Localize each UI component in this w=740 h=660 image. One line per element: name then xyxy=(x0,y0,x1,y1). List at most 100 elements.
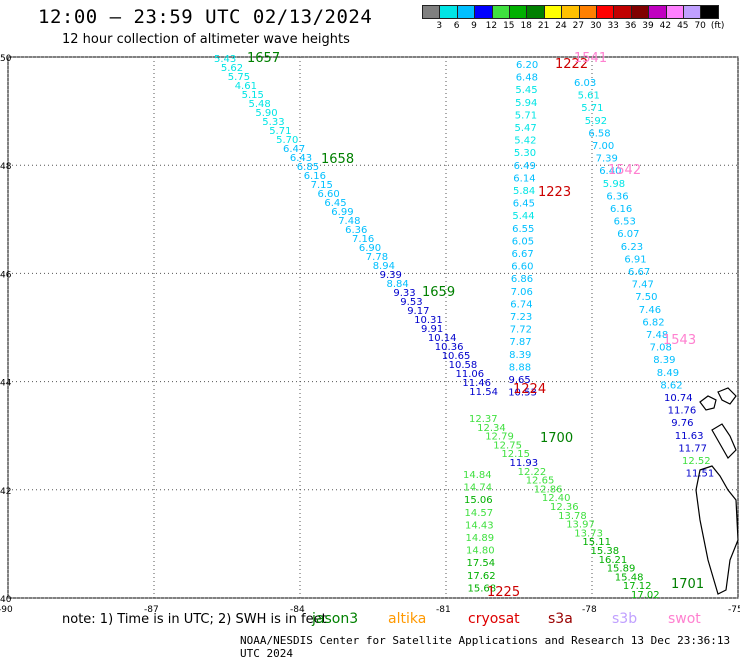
wave-height-label: 12.86 xyxy=(534,484,563,495)
wave-height-label: 13.97 xyxy=(566,520,595,531)
wave-height-label: 6.55 xyxy=(512,224,534,235)
wave-height-label: 5.84 xyxy=(513,186,535,197)
legend-altika: altika xyxy=(388,611,427,627)
wave-height-label: 6.53 xyxy=(614,217,636,228)
wave-height-label: 10.65 xyxy=(442,351,471,362)
wave-height-label: 15.06 xyxy=(464,495,493,506)
wave-height-label: 5.61 xyxy=(578,91,600,102)
wave-height-label: 7.78 xyxy=(366,252,388,263)
lat-tick-label: 40 xyxy=(0,595,12,605)
colorbar-label: 9 xyxy=(471,21,477,31)
credit-line: NOAA/NESDIS Center for Satellite Applica… xyxy=(240,634,731,660)
wave-height-label: 15.68 xyxy=(468,583,497,594)
wave-height-label: 6.90 xyxy=(359,243,381,254)
wave-height-label: 6.58 xyxy=(588,128,610,139)
wave-height-label: 5.48 xyxy=(249,99,271,110)
wave-height-label: 5.43 xyxy=(214,54,236,65)
wave-height-label: 11.63 xyxy=(675,431,704,442)
colorbar-label: 6 xyxy=(453,21,460,31)
colorbar-label: 33 xyxy=(607,21,619,31)
wave-height-label: 14.74 xyxy=(464,483,493,494)
wave-height-label: 8.49 xyxy=(657,368,679,379)
wave-height-label: 12.52 xyxy=(682,456,711,467)
track-time-label: 1700 xyxy=(540,431,573,446)
wave-height-label: 14.57 xyxy=(465,508,494,519)
wave-height-label: 10.74 xyxy=(664,393,693,404)
colorbar-label: 36 xyxy=(624,21,637,31)
wave-height-label: 12.40 xyxy=(542,493,571,504)
legend-jason3: jason3 xyxy=(312,611,359,627)
page-subtitle: 12 hour collection of altimeter wave hei… xyxy=(62,32,350,47)
wave-height-label: 12.37 xyxy=(469,414,498,425)
colorbar-swatch xyxy=(700,5,719,19)
wave-height-label: 8.94 xyxy=(373,261,395,272)
colorbar-label: 70 xyxy=(694,21,706,31)
wave-height-label: 6.16 xyxy=(304,171,326,182)
wave-height-label: 5.94 xyxy=(515,98,537,109)
track-time-label: 1223 xyxy=(538,185,571,200)
colorbar-label: 42 xyxy=(659,21,672,31)
colorbar-label: 3 xyxy=(436,21,443,31)
wave-height-label: 11.76 xyxy=(668,406,697,417)
wave-height-label: 9.76 xyxy=(671,418,693,429)
colorbar-label: 21 xyxy=(537,21,550,31)
wave-height-label: 8.88 xyxy=(509,362,531,373)
wave-height-label: 7.50 xyxy=(635,292,657,303)
wave-height-label: 6.74 xyxy=(510,299,532,310)
wave-height-label: 5.47 xyxy=(515,123,537,134)
wave-height-label: 17.62 xyxy=(467,571,496,582)
track-time-label: 1657 xyxy=(247,51,280,66)
wave-height-label: 8.39 xyxy=(509,350,531,361)
wave-height-label: 15.89 xyxy=(607,564,636,575)
wave-height-label: 6.82 xyxy=(642,317,664,328)
wave-height-label: 14.84 xyxy=(463,470,492,481)
wave-height-label: 7.15 xyxy=(311,180,333,191)
wave-height-label: 5.92 xyxy=(585,116,607,127)
wave-height-label: 6.43 xyxy=(290,153,312,164)
wave-height-label: 8.84 xyxy=(387,279,409,290)
coastline xyxy=(695,387,739,595)
lon-tick-label: -90 xyxy=(0,605,13,615)
wave-height-label: 12.79 xyxy=(485,432,514,443)
legend-cryosat: cryosat xyxy=(468,611,520,627)
wave-height-label: 6.20 xyxy=(516,60,538,71)
wave-height-label: 6.14 xyxy=(513,173,535,184)
colorbar-label: 18 xyxy=(520,21,532,31)
wave-height-label: 10.14 xyxy=(428,333,457,344)
colorbar-label: 30 xyxy=(590,21,602,31)
wave-height-label: 7.39 xyxy=(596,154,618,165)
wave-height-label: 15.11 xyxy=(582,537,611,548)
colorbar-label: 12 xyxy=(485,21,498,31)
track-time-label: 1541 xyxy=(574,51,607,66)
map-frame xyxy=(7,56,739,599)
legend-s3a: s3a xyxy=(548,611,573,627)
wave-height-label: 10.53 xyxy=(508,388,537,399)
wave-height-label: 12.75 xyxy=(493,440,522,451)
wave-height-label: 6.47 xyxy=(283,144,305,155)
wave-height-label: 6.86 xyxy=(511,274,533,285)
wave-height-label: 6.48 xyxy=(516,73,538,84)
wave-height-label: 7.08 xyxy=(650,343,672,354)
wave-height-label: 4.61 xyxy=(235,81,257,92)
lon-tick-label: -75 xyxy=(728,605,740,615)
wave-height-label: 14.43 xyxy=(465,520,494,531)
wave-height-label: 7.48 xyxy=(338,216,360,227)
wave-height-label: 12.34 xyxy=(477,423,506,434)
wave-height-label: 5.98 xyxy=(603,179,625,190)
wave-height-label: 12.15 xyxy=(501,449,530,460)
lat-tick-label: 44 xyxy=(0,379,12,389)
wave-height-label: 9.65 xyxy=(509,375,531,386)
colorbar-label: 15 xyxy=(503,21,515,31)
colorbar-label: 39 xyxy=(642,21,654,31)
wave-height-label: 7.87 xyxy=(509,337,531,348)
lat-tick-label: 48 xyxy=(0,162,12,172)
wave-height-label: 5.71 xyxy=(515,110,537,121)
wave-height-label: 12.36 xyxy=(550,502,579,513)
wave-height-label: 7.16 xyxy=(352,234,374,245)
wave-height-label: 6.07 xyxy=(617,229,639,240)
wave-height-label: 17.12 xyxy=(623,581,652,592)
track-time-label: 1224 xyxy=(513,382,546,397)
wave-height-label: 15.48 xyxy=(615,572,644,583)
wave-height-label: 12.22 xyxy=(518,467,547,478)
